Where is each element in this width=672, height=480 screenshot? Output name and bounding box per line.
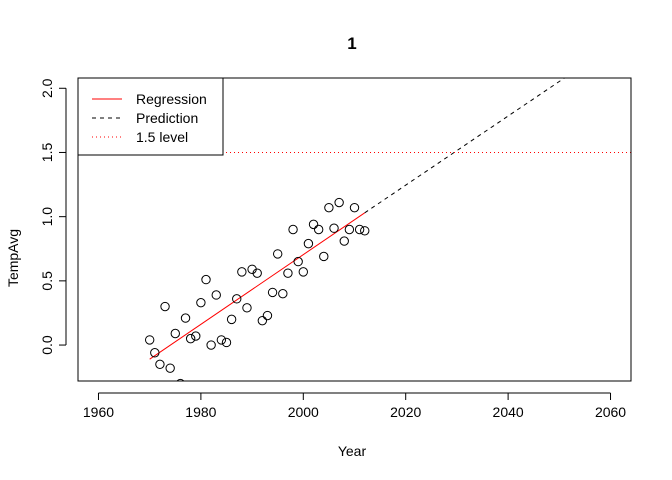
y-axis-title: TempAvg: [5, 229, 21, 287]
data-point: [176, 378, 185, 381]
data-point: [144, 335, 155, 345]
data-point: [308, 219, 319, 230]
data-point: [313, 224, 324, 235]
axis-ticks: [59, 87, 612, 400]
plot-frame: [77, 77, 632, 382]
plot-clipped-area: [78, 78, 631, 381]
legend-label-prediction: Prediction: [136, 110, 198, 126]
data-point: [354, 224, 365, 235]
plot-content: [78, 78, 631, 381]
x-axis-title: Year: [338, 443, 367, 459]
data-point: [150, 348, 160, 358]
chart-title: 1: [347, 34, 356, 53]
x-tick-label: 2020: [390, 404, 421, 420]
data-point: [201, 274, 211, 285]
data-point: [293, 256, 303, 267]
y-tick-label: 2.0: [39, 78, 55, 98]
data-point: [278, 288, 288, 299]
data-point: [339, 236, 349, 246]
legend-label-regression: Regression: [136, 91, 207, 107]
data-point: [196, 297, 206, 308]
data-point: [283, 268, 293, 278]
data-point: [170, 328, 180, 339]
data-point: [155, 359, 165, 370]
y-tick-label: 0.5: [39, 271, 55, 291]
x-tick-label: 2040: [493, 404, 524, 420]
data-point: [303, 238, 314, 249]
data-point: [334, 197, 344, 208]
data-point: [298, 267, 308, 277]
data-point: [288, 224, 298, 235]
data-point: [329, 223, 339, 233]
legend-box: [77, 77, 224, 156]
data-point: [160, 301, 170, 312]
data-point: [221, 337, 232, 348]
data-point: [319, 251, 329, 262]
data-point: [360, 226, 370, 236]
x-tick-label: 1960: [83, 404, 114, 420]
prediction-line: [364, 78, 565, 214]
data-point: [349, 202, 360, 213]
data-point: [237, 267, 247, 277]
data-point: [232, 294, 242, 304]
data-point: [165, 363, 175, 373]
data-point: [252, 268, 262, 278]
x-tick-label: 1980: [185, 404, 216, 420]
y-axis-tick-labels: 0.0 0.5 1.0 1.5 2.0: [39, 78, 55, 354]
data-point: [272, 249, 283, 259]
data-point: [344, 224, 355, 235]
regression-line: [149, 212, 366, 360]
data-point: [262, 310, 273, 321]
legend-label-level: 1.5 level: [136, 129, 188, 145]
data-point: [324, 202, 334, 213]
x-axis-tick-labels: 1960 1980 2000 2020 2040 2060: [83, 404, 626, 420]
data-point: [242, 303, 252, 313]
legend: Regression Prediction 1.5 level: [77, 77, 224, 156]
data-point: [211, 290, 221, 300]
data-point: [206, 340, 216, 350]
x-tick-label: 2060: [595, 404, 626, 420]
data-point: [180, 313, 191, 323]
data-point: [185, 333, 196, 344]
y-tick-label: 1.5: [39, 143, 55, 163]
data-point: [216, 335, 227, 345]
data-point: [267, 287, 278, 298]
y-tick-label: 0.0: [39, 335, 55, 355]
data-point: [191, 331, 201, 341]
x-tick-label: 2000: [288, 404, 319, 420]
data-point: [226, 314, 237, 325]
data-point: [257, 315, 268, 326]
y-tick-label: 1.0: [39, 207, 55, 227]
